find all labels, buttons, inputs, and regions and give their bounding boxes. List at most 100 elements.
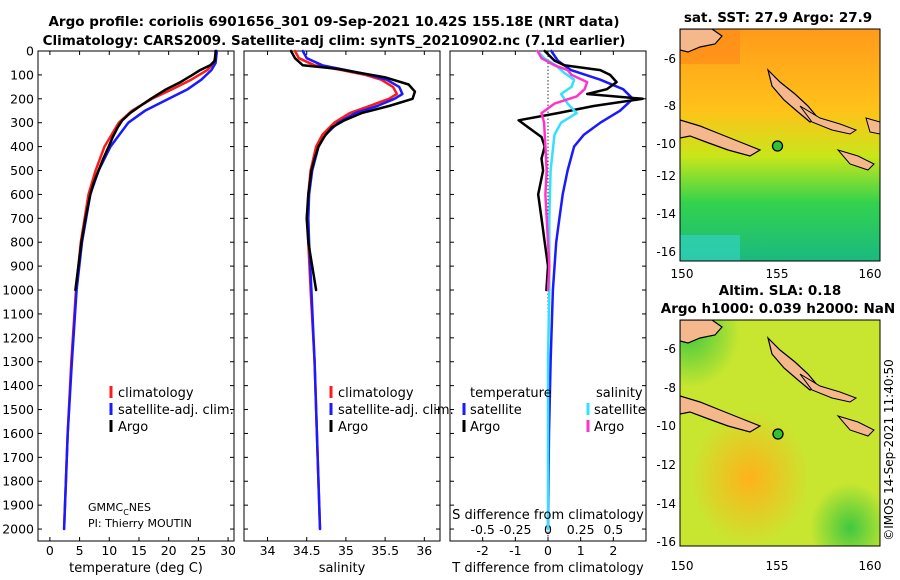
sla-xtick: 160 <box>859 559 882 573</box>
xtick-label: 34 <box>260 543 276 558</box>
depth-tick-label: 200 <box>10 91 34 106</box>
land-solomon-a <box>799 105 858 135</box>
depth-tick-label: 800 <box>10 235 34 250</box>
land-islands-west <box>680 395 762 433</box>
land-solomon-c <box>865 117 880 135</box>
xtick-label: 2 <box>609 543 617 558</box>
sst-map <box>680 29 880 261</box>
difference-xlabel: T difference from climatology <box>451 561 644 576</box>
series-line-argo <box>289 49 417 292</box>
legend-temp-argo: Argo <box>470 420 500 435</box>
legend-satellite: satellite-adj. clim. <box>338 403 454 418</box>
legend-temp-satellite: satellite <box>470 403 522 418</box>
xtick-label: 5 <box>76 543 84 558</box>
depth-tick-label: 1400 <box>2 378 34 393</box>
sla-ytick: -12 <box>656 458 676 472</box>
series-line-satellite-adj-clim- <box>62 49 219 531</box>
depth-tick-label: 1900 <box>2 498 34 513</box>
legend-salinity-title: salinity <box>596 386 643 401</box>
depth-tick-label: 1000 <box>2 283 34 298</box>
sst-ytick: -8 <box>664 99 676 113</box>
sst-ytick: -14 <box>656 207 676 221</box>
xtick-label: 15 <box>131 543 147 558</box>
sla-xtick: 150 <box>671 559 694 573</box>
sla-map-title-1: Altim. SLA: 0.18 <box>719 283 841 299</box>
sst-xtick: 160 <box>859 267 882 281</box>
xtick-label: 1 <box>577 543 585 558</box>
depth-tick-label: 2000 <box>2 522 34 537</box>
land-solomon-b <box>836 149 875 171</box>
sst-ytick: -16 <box>656 245 676 259</box>
sla-ytick: -16 <box>656 535 676 549</box>
xtick-label: 35 <box>338 543 354 558</box>
sst-ytick: -12 <box>656 169 676 183</box>
float-position-marker <box>771 140 784 152</box>
xtick-label: 0 <box>544 543 552 558</box>
land-png-coast <box>680 320 723 344</box>
depth-tick-label: 300 <box>10 115 34 130</box>
land-solomon-a <box>799 373 858 403</box>
series-line-salinity-argo <box>536 49 589 292</box>
salinity-xlabel: salinity <box>319 561 366 576</box>
title-line-2: Climatology: CARS2009. Satellite-adj cli… <box>43 33 626 49</box>
series-line-salinity-satellite <box>536 49 578 531</box>
sst-map-title: sat. SST: 27.9 Argo: 27.9 <box>684 10 872 26</box>
legend-satellite: satellite-adj. clim. <box>118 403 234 418</box>
land-islands-west <box>680 119 762 157</box>
xtick-label: 25 <box>190 543 206 558</box>
sst-xtick: 150 <box>671 267 694 281</box>
sst-xtick: 155 <box>766 267 789 281</box>
sla-ytick: -6 <box>664 342 676 356</box>
sla-map-frame <box>679 319 881 547</box>
salinity-axes <box>243 50 441 542</box>
sst-map-frame <box>679 28 881 262</box>
difference-top-label: S difference from climatology <box>452 508 644 523</box>
depth-tick-label: 900 <box>10 259 34 274</box>
sst-ytick: -6 <box>664 52 676 66</box>
xtick-label: -2 <box>476 543 488 558</box>
series-line-argo <box>74 49 217 292</box>
depth-tick-label: 100 <box>10 67 34 82</box>
depth-tick-label: 1100 <box>2 306 34 321</box>
salinity-legend: climatology satellite-adj. clim. Argo <box>329 386 454 435</box>
depth-tick-label: 1700 <box>2 450 34 465</box>
legend-sal-argo: Argo <box>594 420 624 435</box>
pi-annotation: PI: Thierry MOUTIN <box>88 517 192 530</box>
depth-tick-label: 1200 <box>2 330 34 345</box>
imos-credit: ©IMOS 14-Sep-2021 11:40:50 <box>882 359 896 541</box>
xtick-label: 36 <box>416 543 432 558</box>
legend-temperature-title: temperature <box>470 386 552 401</box>
xtick-label: 0 <box>46 543 54 558</box>
temperature-axes <box>37 50 235 542</box>
sst-ytick: -10 <box>656 137 676 151</box>
legend-argo: Argo <box>338 420 368 435</box>
depth-tick-label: 500 <box>10 163 34 178</box>
sla-xtick: 155 <box>766 559 789 573</box>
difference-legend: temperature satellite Argo salinity sate… <box>462 386 646 435</box>
legend-climatology: climatology <box>338 386 414 401</box>
land-solomon-b <box>836 415 875 437</box>
depth-tick-label: 600 <box>10 187 34 202</box>
depth-tick-label: 1300 <box>2 354 34 369</box>
top-tick-label: 0.25 <box>567 522 595 537</box>
temperature-legend: climatology satellite-adj. clim. Argo <box>109 386 234 435</box>
sst-cool-patch <box>680 235 740 261</box>
depth-tick-label: 1800 <box>2 474 34 489</box>
series-line-temperature-satellite <box>546 49 635 531</box>
float-position-marker <box>772 428 784 440</box>
sla-map <box>680 320 880 546</box>
depth-tick-label: 1500 <box>2 402 34 417</box>
sla-ytick: -10 <box>656 419 676 433</box>
legend-argo: Argo <box>118 420 148 435</box>
temperature-xlabel: temperature (deg C) <box>69 561 203 576</box>
series-line-climatology <box>62 49 218 531</box>
land-png-coast <box>680 29 723 53</box>
xtick-label: -1 <box>509 543 521 558</box>
xtick-label: 30 <box>220 543 236 558</box>
depth-tick-label: 1600 <box>2 426 34 441</box>
top-tick-label: -0.5 <box>470 522 494 537</box>
xtick-label: 35.5 <box>371 543 399 558</box>
series-line-temperature-argo <box>517 49 644 292</box>
top-tick-label: -0.25 <box>499 522 531 537</box>
